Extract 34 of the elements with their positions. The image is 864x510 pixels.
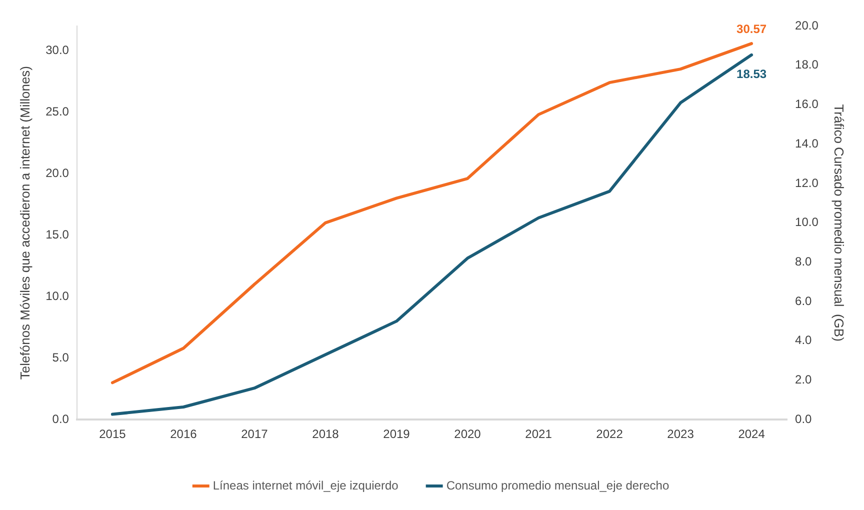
y2-tick-label: 4.0: [795, 333, 812, 348]
y2-tick-label: 16.0: [795, 97, 819, 112]
x-tick-label: 2018: [312, 427, 340, 442]
x-tick-label: 2021: [525, 427, 552, 442]
y2-tick-label: 10.0: [795, 215, 819, 230]
y2-tick-label: 6.0: [795, 294, 812, 308]
x-tick-label: 2023: [667, 427, 694, 442]
y2-tick-label: 20.0: [795, 18, 819, 32]
y2-tick-label: 18.0: [795, 58, 819, 72]
y2-tick-label: 14.0: [795, 136, 819, 150]
y-axis-title: Telefónos Móviles que accedieron a internet (Millones): [17, 66, 32, 380]
y2-tick-label: 0.0: [795, 412, 812, 426]
y-tick-label: 10.0: [46, 288, 70, 303]
legend-label: Líneas internet móvil_eje izquierdo: [212, 478, 399, 492]
x-tick-label: 2016: [170, 427, 198, 442]
y2-axis-title: Tráfico Cursado promedio mensual (GB): [832, 104, 847, 342]
x-tick-label: 2020: [454, 427, 482, 442]
y2-tick-label: 8.0: [795, 254, 812, 268]
y2-tick-label: 12.0: [795, 176, 819, 190]
x-tick-label: 2017: [241, 427, 268, 442]
data-label: 18.53: [736, 67, 767, 82]
y-tick-label: 30.0: [46, 42, 70, 57]
y2-tick-label: 2.0: [795, 372, 812, 387]
x-tick-label: 2019: [383, 427, 410, 442]
y-tick-label: 15.0: [46, 227, 70, 242]
legend-label: Consumo promedio mensual_eje derecho: [446, 478, 670, 492]
x-tick-label: 2022: [596, 427, 624, 442]
x-tick-label: 2015: [99, 427, 126, 442]
y-tick-label: 5.0: [52, 350, 70, 364]
y-tick-label: 25.0: [46, 104, 70, 118]
y-tick-label: 20.0: [46, 166, 70, 180]
data-label: 30.57: [736, 22, 767, 36]
y-tick-label: 0.0: [52, 412, 70, 426]
x-tick-label: 2024: [738, 427, 766, 442]
